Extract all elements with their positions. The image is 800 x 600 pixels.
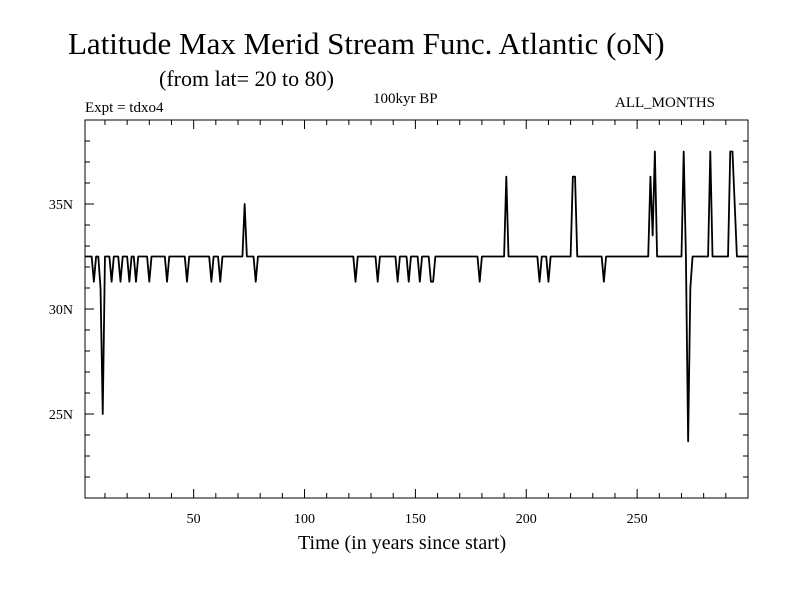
y-tick-label: 30N: [49, 303, 73, 318]
axis-ticks: [85, 119, 748, 499]
period-label: 100kyr BP: [373, 91, 438, 107]
x-tick-label: 250: [627, 512, 648, 527]
chart-title: Latitude Max Merid Stream Func. Atlantic…: [68, 26, 665, 61]
series-line: [85, 150, 748, 443]
y-tick-label: 35N: [49, 198, 73, 213]
x-tick-label: 100: [294, 512, 315, 527]
tick-labels: 50 100 150 200 250 25N 30N 35N: [49, 198, 648, 527]
series-group: [85, 150, 748, 443]
x-axis-label: Time (in years since start): [298, 532, 507, 554]
months-label: ALL_MONTHS: [615, 95, 715, 111]
y-tick-label: 25N: [49, 408, 73, 423]
x-tick-label: 200: [516, 512, 537, 527]
chart-subtitle: (from lat= 20 to 80): [159, 66, 334, 91]
x-tick-label: 50: [187, 512, 201, 527]
plot-frame: [84, 119, 749, 499]
experiment-label: Expt = tdxo4: [85, 100, 164, 116]
x-tick-label: 150: [405, 512, 426, 527]
